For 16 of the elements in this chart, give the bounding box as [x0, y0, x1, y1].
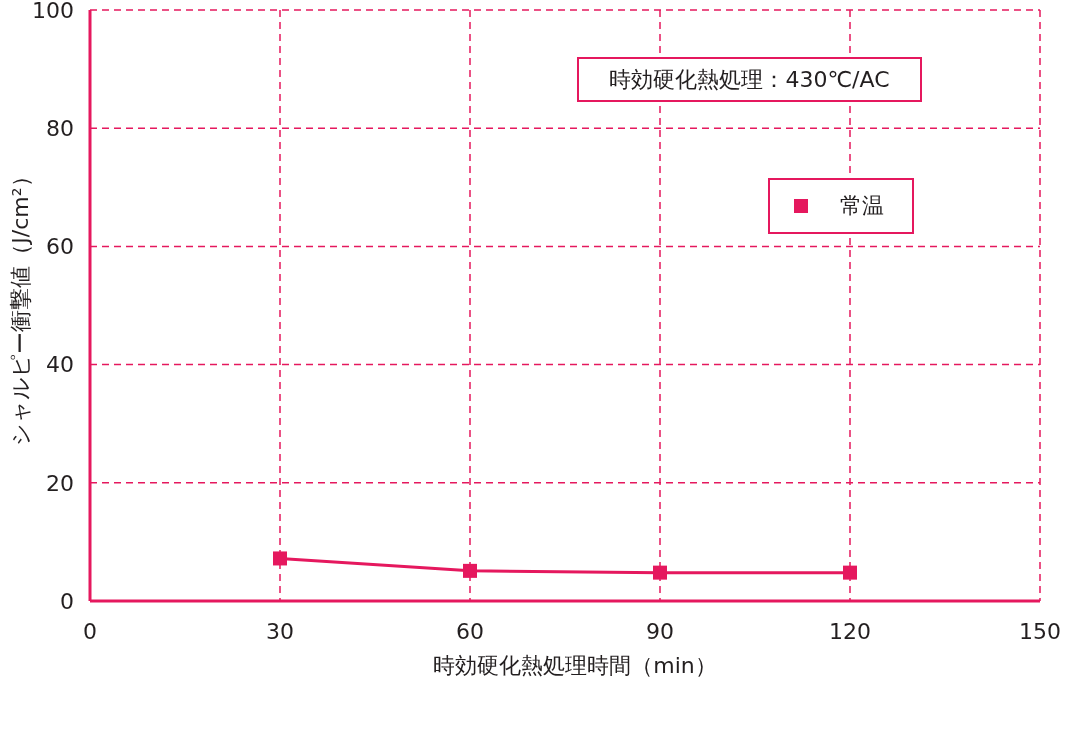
- x-tick-label: 120: [829, 618, 871, 644]
- y-tick-label: 40: [46, 352, 74, 378]
- x-tick-label: 30: [266, 618, 294, 644]
- x-tick-label: 150: [1019, 618, 1061, 644]
- y-tick-label: 0: [60, 588, 74, 614]
- legend-label: 常温: [840, 192, 884, 220]
- x-tick-label: 0: [83, 618, 97, 644]
- x-tick-label: 60: [456, 618, 484, 644]
- y-tick-label: 100: [32, 0, 74, 23]
- x-tick-label: 90: [646, 618, 674, 644]
- y-tick-label: 20: [46, 470, 74, 496]
- y-axis-title: シャルピー衝撃値（J/cm²）: [7, 165, 33, 446]
- y-tick-label: 80: [46, 116, 74, 142]
- y-tick-label: 60: [46, 234, 74, 260]
- x-axis-title: 時効硬化熱処理時間（min）: [433, 652, 717, 678]
- annotation: 時効硬化熱処理：430℃/AC: [577, 57, 922, 102]
